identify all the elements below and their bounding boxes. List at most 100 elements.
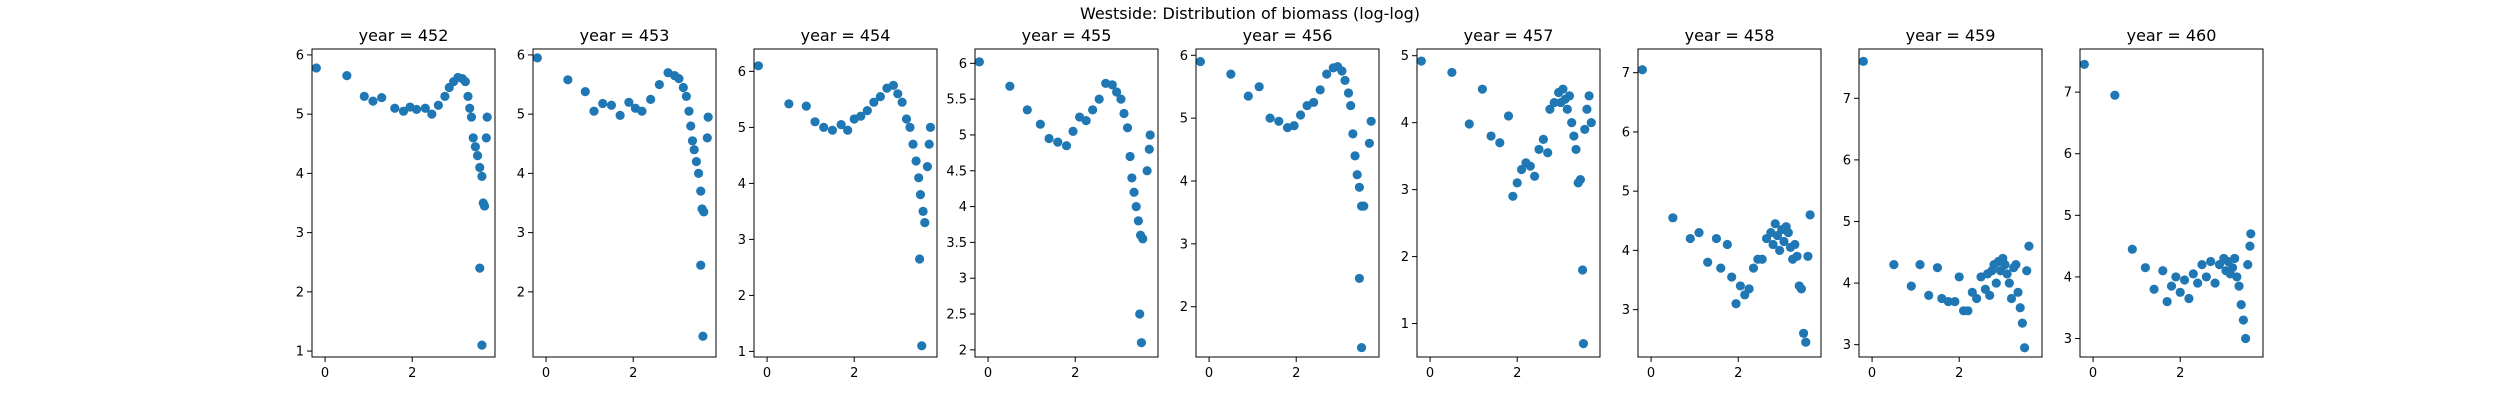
y-tick-label: 5 xyxy=(1622,185,1630,200)
data-point xyxy=(2000,260,2010,270)
data-point xyxy=(897,97,907,107)
data-point xyxy=(2238,315,2248,325)
data-point xyxy=(1703,257,1713,267)
data-point xyxy=(615,110,625,120)
axes-frame xyxy=(1416,48,1601,358)
data-point xyxy=(1464,119,1474,129)
data-point xyxy=(914,254,925,264)
data-point xyxy=(1963,306,1973,316)
data-point xyxy=(1578,339,1589,349)
y-tick-label: 2 xyxy=(296,285,304,300)
x-tick-label: 2 xyxy=(1955,366,1963,381)
data-point xyxy=(368,96,378,106)
data-point xyxy=(646,94,656,104)
y-tick-label: 5 xyxy=(738,121,746,136)
data-point xyxy=(2127,244,2137,254)
x-tick-label: 0 xyxy=(763,366,771,381)
data-point xyxy=(1068,126,1078,136)
data-point xyxy=(465,103,475,113)
data-point xyxy=(598,98,608,109)
data-point xyxy=(1359,201,1369,211)
data-point xyxy=(1295,110,1306,120)
y-tick-label: 2 xyxy=(517,285,525,300)
axes-frame xyxy=(1195,48,1380,358)
x-tick-label: 2 xyxy=(1513,366,1521,381)
y-tick-label: 5.5 xyxy=(946,93,967,108)
data-point xyxy=(691,156,701,167)
data-point xyxy=(1790,239,1800,250)
y-tick-label: 2 xyxy=(1180,300,1188,315)
axes-frame xyxy=(532,48,717,358)
data-point xyxy=(1309,97,1319,108)
data-point xyxy=(1801,337,1811,347)
data-point xyxy=(925,122,936,132)
data-point xyxy=(589,106,599,116)
data-point xyxy=(702,133,712,143)
y-tick-label: 1 xyxy=(1401,317,1409,332)
data-point xyxy=(390,103,400,113)
data-point xyxy=(2179,275,2190,285)
data-point xyxy=(681,91,691,101)
data-point xyxy=(893,89,903,99)
data-point xyxy=(2166,281,2177,291)
data-point xyxy=(1915,260,1925,270)
data-point xyxy=(1889,260,1899,270)
data-point xyxy=(1022,105,1032,115)
data-point xyxy=(1508,191,1518,201)
data-point xyxy=(922,162,933,172)
data-point xyxy=(1779,236,1789,247)
subplot-4: year = 455 0 2 2 2.5 3 3.5 4 4.5 5 5.5 6 xyxy=(946,26,1159,381)
data-point xyxy=(1768,239,1778,250)
data-point xyxy=(2236,300,2246,310)
data-point xyxy=(1545,104,1555,114)
data-point xyxy=(460,76,470,87)
subplot-title: year = 457 xyxy=(1464,26,1554,45)
data-point xyxy=(1564,91,1575,101)
data-point xyxy=(1254,82,1264,92)
data-point xyxy=(1354,182,1364,192)
data-point xyxy=(1538,134,1548,144)
data-point xyxy=(2210,278,2220,288)
y-tick-label: 3 xyxy=(1401,183,1409,198)
data-point xyxy=(1792,251,1802,261)
data-point xyxy=(2193,278,2203,288)
subplot-title: year = 458 xyxy=(1685,26,1775,45)
data-point xyxy=(1924,290,1934,300)
x-tick-label: 2 xyxy=(629,366,637,381)
data-point xyxy=(2227,263,2238,273)
data-point xyxy=(2006,293,2017,304)
x-tick-label: 0 xyxy=(1426,366,1434,381)
y-tick-label: 6 xyxy=(1843,153,1851,168)
data-point xyxy=(475,263,485,273)
y-tick-label: 6 xyxy=(1180,49,1188,64)
y-tick-label: 1 xyxy=(296,345,304,360)
data-point xyxy=(1136,338,1147,348)
data-point xyxy=(1783,228,1793,238)
y-tick-label: 2 xyxy=(1401,250,1409,265)
data-point xyxy=(1757,254,1767,264)
data-point xyxy=(1343,88,1354,98)
axes-frame xyxy=(311,48,496,358)
data-point xyxy=(696,260,706,270)
data-point xyxy=(1543,148,1553,158)
subplot-7: year = 458 0 2 3 4 5 6 7 xyxy=(1622,26,1822,381)
data-point xyxy=(1503,111,1514,121)
subplot-title: year = 456 xyxy=(1243,26,1333,45)
data-point xyxy=(470,142,480,152)
data-point xyxy=(1744,284,1754,294)
data-point xyxy=(819,122,829,132)
data-point xyxy=(2004,278,2014,288)
data-point xyxy=(1991,278,2001,288)
data-point xyxy=(1352,170,1362,180)
data-point xyxy=(1694,228,1704,238)
data-point xyxy=(580,87,590,97)
data-point xyxy=(1348,129,1358,139)
data-point xyxy=(1133,216,1143,226)
data-point xyxy=(2149,284,2159,294)
data-point xyxy=(1582,104,1592,114)
data-point xyxy=(342,71,352,81)
data-point xyxy=(908,139,918,149)
data-point xyxy=(1131,201,1141,212)
data-point xyxy=(1289,121,1299,131)
